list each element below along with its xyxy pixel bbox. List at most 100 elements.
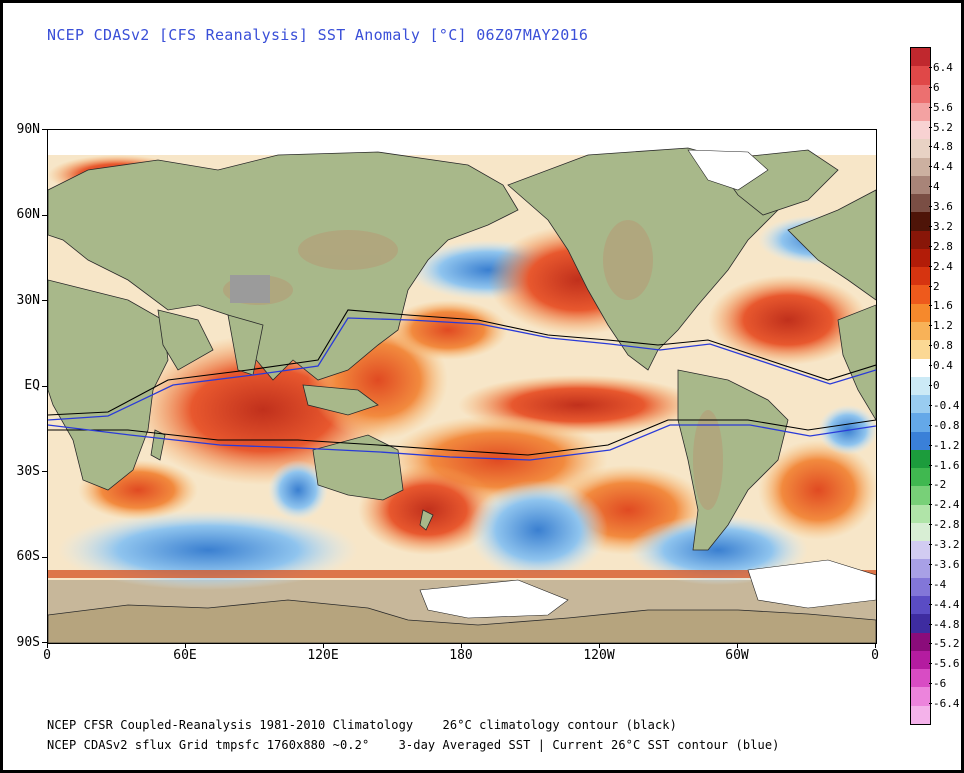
color-scale-tick (929, 186, 932, 188)
lat-label-30s: 30S (16, 464, 40, 479)
axis-tick (42, 471, 47, 472)
color-scale-cell (911, 321, 930, 341)
color-scale-label: -3.6 (933, 557, 960, 571)
axis-tick (875, 643, 876, 648)
color-scale-cell (911, 212, 930, 231)
indonesia (302, 384, 379, 416)
color-scale-label: 0 (933, 379, 940, 392)
color-scale-tick (929, 385, 932, 386)
current-contour-north (48, 317, 876, 421)
color-scale-tick (929, 66, 932, 68)
lat-label-30n: 30N (16, 293, 40, 308)
color-scale-label: -1.2 (933, 438, 960, 452)
color-scale-label: -2 (933, 478, 947, 492)
color-scale-cell (911, 595, 930, 615)
color-scale-tick (929, 643, 932, 645)
lat-label-90n: 90N (16, 122, 40, 137)
antarctic-warm-band (48, 570, 876, 578)
color-scale-label: 1.2 (933, 319, 953, 333)
color-scale-tick (929, 126, 932, 128)
lat-label-90s: 90S (16, 635, 40, 650)
axis-tick (323, 643, 324, 648)
color-scale-cell (911, 267, 930, 286)
color-scale-tick (929, 464, 932, 466)
color-scale-cell (911, 559, 930, 578)
color-scale-cell (911, 669, 930, 688)
color-scale-cell (911, 650, 930, 670)
color-scale-label: -4.8 (933, 617, 960, 631)
axis-tick (42, 556, 47, 558)
southern-ocean-cool-2 (628, 515, 808, 585)
color-scale-bar (910, 47, 931, 725)
color-scale-cell (911, 705, 930, 724)
color-scale-tick (929, 603, 932, 605)
color-scale-label: 3.6 (933, 200, 953, 214)
lon-label-0-east: 0 (871, 648, 879, 663)
color-scale-tick (929, 444, 932, 446)
color-scale-cell (911, 230, 930, 249)
color-scale-tick (929, 285, 932, 287)
lon-label-120w: 120W (583, 648, 615, 663)
color-scale-cell (911, 48, 930, 67)
color-scale-cell (911, 121, 930, 140)
africa (48, 279, 169, 491)
color-scale-cell (911, 632, 930, 651)
color-scale-label: 3.2 (933, 219, 953, 233)
color-scale-cell (911, 431, 930, 450)
color-scale-label: 0.8 (933, 339, 953, 353)
color-scale-cell (911, 248, 930, 268)
color-scale-tick (929, 206, 932, 208)
color-scale-label: 4.4 (933, 160, 953, 174)
lon-label-60w: 60W (725, 648, 749, 663)
color-scale-cell (911, 522, 930, 542)
color-scale-label: -2.8 (933, 518, 960, 532)
color-scale-cell (911, 340, 930, 359)
color-scale-label: 2 (933, 279, 940, 293)
axis-tick (737, 643, 738, 648)
color-scale-label: 6 (933, 80, 940, 94)
axis-tick (47, 643, 48, 648)
axis-tick (42, 300, 47, 301)
axis-tick (42, 642, 47, 643)
footer-grid-info: NCEP CDASv2 sflux Grid tmpsfc 1760x880 ~… (47, 738, 370, 752)
color-scale-tick (929, 345, 932, 347)
sea-ice (419, 149, 876, 619)
lat-label-60s: 60S (16, 549, 40, 564)
color-scale-label: 1.6 (933, 299, 953, 313)
axis-tick (42, 214, 47, 216)
color-scale-tick (929, 365, 932, 367)
color-scale-cell (911, 449, 930, 469)
lon-label-0-west: 0 (43, 648, 51, 663)
color-scale-cell (911, 614, 930, 633)
color-scale-tick (929, 404, 932, 406)
arabia (157, 309, 214, 371)
color-scale-cell (911, 175, 930, 195)
color-scale-label: -6 (933, 677, 947, 691)
color-scale-label: -5.2 (933, 637, 960, 651)
europe-west (787, 189, 876, 301)
color-scale-cell (911, 577, 930, 596)
color-scale-cell (911, 486, 930, 505)
color-scale-cell (911, 194, 930, 213)
color-scale-label: -4.4 (933, 597, 960, 611)
australia (312, 434, 404, 501)
color-scale-label: -6.4 (933, 697, 960, 711)
footer-climatology: NCEP CFSR Coupled-Reanalysis 1981-2010 C… (47, 718, 414, 732)
footer-clim-contour-note: 26°C climatology contour (black) (442, 718, 677, 732)
color-scale-tick (929, 504, 932, 506)
color-scale-cell (911, 358, 930, 377)
color-scale-label: 2.4 (933, 259, 953, 273)
color-scale-tick (929, 703, 932, 705)
color-scale-cell (911, 376, 930, 396)
color-scale-tick (929, 265, 932, 267)
footer-line-2: NCEP CDASv2 sflux Grid tmpsfc 1760x880 ~… (47, 738, 780, 752)
axis-tick (42, 385, 47, 387)
figure-title: NCEP CDASv2 [CFS Reanalysis] SST Anomaly… (47, 26, 589, 44)
axis-tick (185, 643, 186, 648)
color-scale-tick (929, 305, 932, 307)
north-atlantic-warm (708, 275, 868, 365)
africa-east (837, 304, 876, 421)
sst-anomaly-map (47, 129, 877, 644)
antarctica (48, 599, 876, 643)
color-scale-label: 2.8 (933, 239, 953, 253)
